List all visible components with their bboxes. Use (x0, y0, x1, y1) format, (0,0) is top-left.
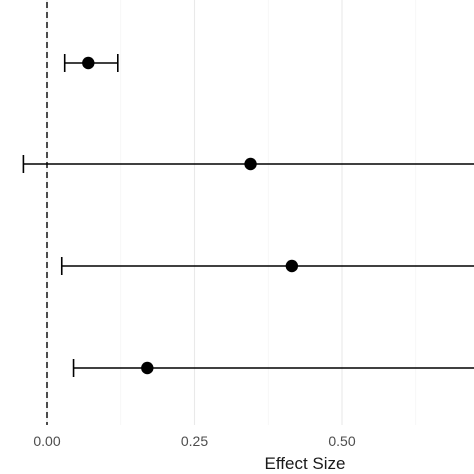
ci-row-3 (60, 257, 474, 275)
x-axis-title: Effect Size (265, 454, 346, 473)
estimate-points (82, 56, 299, 375)
x-tick-label: 0.00 (33, 433, 60, 449)
estimate-point-3 (285, 259, 299, 273)
x-axis-ticks: 0.00 0.25 0.50 (33, 433, 355, 449)
confidence-intervals (22, 54, 474, 377)
x-tick-label: 0.50 (328, 433, 355, 449)
estimate-point-4 (141, 361, 154, 375)
ci-row-4 (72, 359, 474, 377)
x-tick-label: 0.25 (181, 433, 208, 449)
estimate-point-1 (82, 56, 95, 70)
estimate-point-2 (244, 157, 257, 171)
